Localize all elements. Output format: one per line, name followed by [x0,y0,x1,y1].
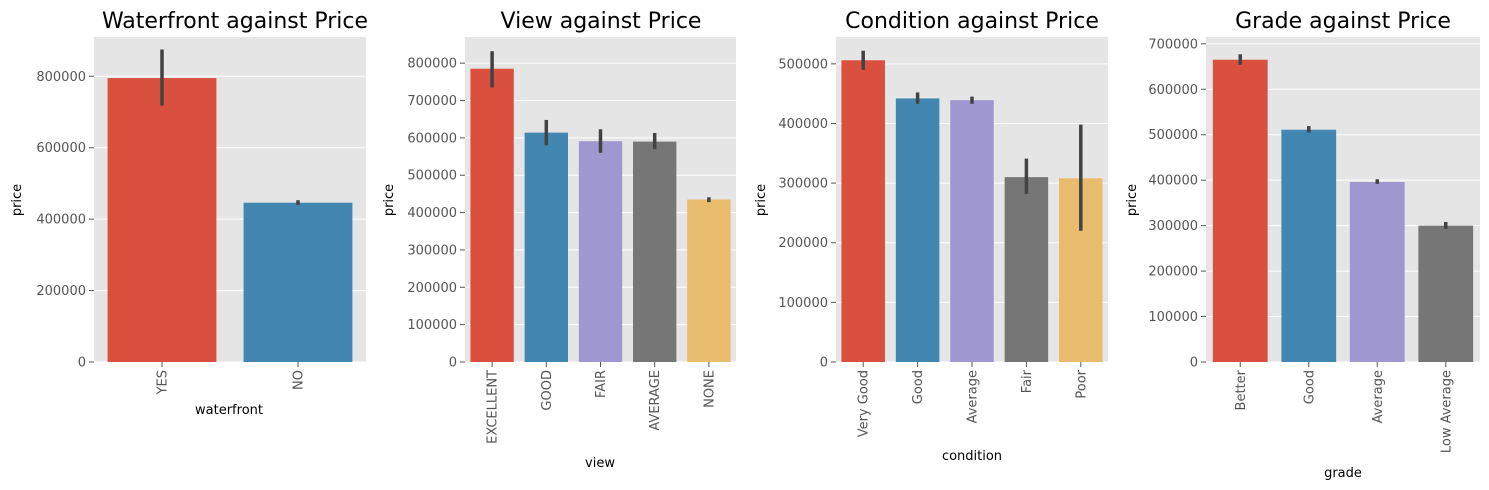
y-tick-label: 600000 [1148,83,1198,98]
y-tick-label: 800000 [36,70,86,85]
x-axis-label: waterfront [195,403,263,418]
bar-fair [578,141,623,362]
y-tick-label: 100000 [407,318,457,333]
x-tick-label: Better [1234,369,1249,410]
y-tick-label: 100000 [1148,310,1198,325]
chart-title: Grade against Price [1235,9,1451,34]
y-tick-label: 200000 [1148,265,1198,280]
y-axis-label: price [10,184,25,216]
y-tick-label: 400000 [1148,174,1198,189]
x-tick-label: Fair [1020,369,1035,393]
x-axis-label: view [585,456,615,471]
x-axis-label: condition [942,449,1002,464]
x-axis-label: grade [1324,466,1362,481]
x-tick-label: EXCELLENT [486,370,501,444]
bar-good [895,98,940,362]
chart-title: View against Price [501,9,702,34]
y-tick-label: 100000 [778,296,828,311]
y-tick-label: 400000 [407,206,457,221]
y-tick-label: 400000 [36,213,86,228]
y-tick-label: 300000 [1148,219,1198,234]
bar-low-average [1418,225,1474,362]
chart-condition-against-price: Condition against Price condition price … [754,9,1108,464]
x-tick-label: Good [911,370,926,404]
y-tick-label: 600000 [36,141,86,156]
x-tick-label: YES [156,370,171,395]
y-tick-label: 200000 [407,281,457,296]
y-tick-label: 400000 [778,117,828,132]
chart-grade-against-price: Grade against Price grade price 0 100000 2… [1125,9,1480,481]
bar-fair [1004,177,1049,362]
y-tick-label: 700000 [407,94,457,109]
x-tick-label: Poor [1074,369,1089,398]
chart-title: Waterfront against Price [102,9,368,34]
y-tick-label: 0 [1190,356,1198,371]
x-tick-label: AVERAGE [648,370,663,431]
chart-title: Condition against Price [845,9,1099,34]
x-tick-label: Average [1371,370,1386,423]
chart-waterfront-against-price: Waterfront against Price waterfront pric… [10,9,368,418]
y-tick-label: 0 [820,356,828,371]
x-tick-label: FAIR [594,370,609,398]
bar-average [1349,182,1405,362]
y-tick-label: 300000 [778,177,828,192]
x-tick-label: Low Average [1439,370,1454,453]
bar-no [243,202,353,362]
y-axis-label: price [382,184,397,216]
x-tick-label: NO [292,370,307,390]
chart-view-against-price: View against Price view price 0 100000 200… [382,9,736,471]
x-tick-label: Average [966,370,981,423]
y-tick-label: 600000 [407,131,457,146]
bar-excellent [470,68,514,363]
y-tick-label: 200000 [778,236,828,251]
y-tick-label: 200000 [36,284,86,299]
bar-good [1281,129,1337,362]
y-axis-label: price [754,184,769,216]
x-tick-label: GOOD [540,370,555,411]
bar-good [524,132,568,362]
bar-none [687,199,731,362]
y-tick-label: 500000 [407,169,457,184]
y-tick-label: 0 [78,356,86,371]
x-tick-label: Very Good [857,370,872,437]
bar-average [950,100,994,363]
y-tick-label: 500000 [778,57,828,72]
bar-yes [107,78,217,363]
y-tick-label: 300000 [407,243,457,258]
y-axis-label: price [1125,184,1140,216]
x-tick-label: Good [1302,370,1317,404]
y-tick-label: 700000 [1148,37,1198,52]
y-tick-label: 500000 [1148,128,1198,143]
y-tick-label: 0 [449,356,457,371]
y-tick-label: 800000 [407,57,457,72]
bar-very-good [841,60,885,362]
bar-average [633,141,677,362]
x-tick-label: NONE [702,370,717,408]
bar-better [1212,59,1268,363]
